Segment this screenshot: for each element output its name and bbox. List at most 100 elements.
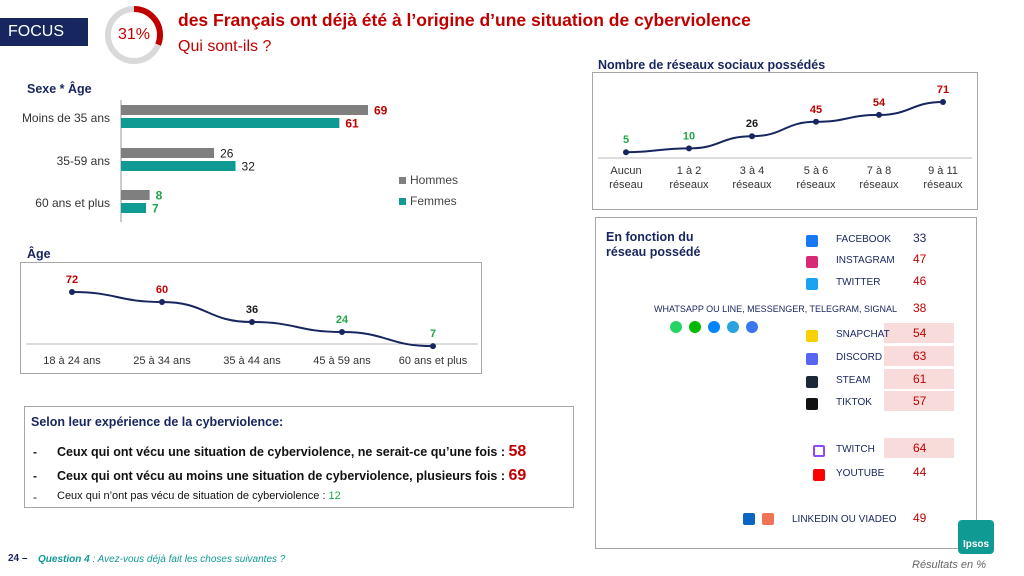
networks-point — [686, 145, 692, 152]
networks-point — [813, 118, 819, 125]
networks-category-label: réseau — [609, 179, 643, 191]
networks-category-label: Aucun — [610, 165, 641, 177]
networks-count-line-chart: 5 Aucun réseau 10 1 à 2 réseaux 26 3 à 4 réseaux… — [592, 72, 978, 210]
age-value-label: 60 — [156, 284, 168, 296]
networks-count-title: Nombre de réseaux sociaux possédés — [598, 58, 826, 72]
network-value: 49 — [913, 511, 927, 525]
bar-femmes — [121, 161, 236, 171]
networks-category-label: 3 à 4 — [740, 165, 764, 177]
highlight-cell — [884, 346, 954, 366]
experience-title: Selon leur expérience de la cyberviolenc… — [31, 415, 284, 429]
bar-value-label: 8 — [156, 189, 163, 203]
question-label: Question 4 — [38, 554, 90, 565]
age-point — [430, 343, 436, 350]
networks-category-label: réseaux — [796, 179, 836, 191]
network-label: FACEBOOK — [836, 234, 892, 245]
bar-femmes — [121, 203, 147, 213]
age-point — [159, 299, 165, 305]
highlight-cell — [884, 438, 954, 458]
age-point — [339, 329, 345, 335]
experience-item-text: Ceux qui n’ont pas vécu de situation de … — [57, 490, 329, 502]
bar-value-label: 69 — [374, 104, 388, 118]
donut-arc — [105, 6, 163, 64]
network-label: WHATSAPP OU LINE, MESSENGER, TELEGRAM, S… — [654, 304, 898, 314]
linkedin-icon — [743, 513, 755, 525]
experience-item-text: Ceux qui ont vécu une situation de cyber… — [57, 445, 509, 459]
age-category-label: 18 à 24 ans — [43, 355, 101, 367]
network-value: 54 — [913, 326, 927, 340]
network-value: 33 — [913, 231, 927, 245]
network-value: 44 — [913, 465, 927, 479]
age-category-label: 60 ans et plus — [399, 355, 468, 367]
tiktok-icon — [806, 398, 818, 410]
experience-box: Selon leur expérience de la cyberviolenc… — [24, 406, 574, 508]
age-point — [69, 289, 75, 295]
legend-swatch — [399, 198, 406, 205]
network-value: 64 — [913, 441, 927, 455]
instagram-icon — [806, 256, 818, 268]
bullet: - — [33, 490, 37, 504]
network-value: 63 — [913, 349, 927, 363]
networks-category-label: réseaux — [669, 179, 709, 191]
legend-label: Hommes — [410, 173, 458, 187]
networks-point — [940, 99, 946, 105]
networks-value-label: 54 — [873, 97, 886, 109]
headline: des Français ont déjà été à l’origine d’… — [178, 10, 751, 30]
networks-value-label: 45 — [810, 104, 822, 116]
network-value: 38 — [913, 301, 927, 315]
legend-swatch — [399, 177, 406, 184]
network-label: TIKTOK — [836, 397, 872, 408]
networks-value-label: 26 — [746, 118, 758, 130]
per-network-title-line: En fonction du — [606, 230, 694, 244]
sex-age-title: Sexe * Âge — [27, 82, 92, 96]
networks-category-label: réseaux — [732, 179, 772, 191]
legend-label: Femmes — [410, 194, 457, 208]
question-text: : Avez-vous déjà fait les choses suivant… — [89, 554, 286, 565]
networks-category-label: 7 à 8 — [867, 165, 891, 177]
networks-value-label: 5 — [623, 134, 629, 146]
bar-category-label: 60 ans et plus — [35, 196, 110, 210]
age-point — [249, 319, 255, 325]
network-label: DISCORD — [836, 352, 883, 363]
snapchat-icon — [806, 330, 818, 342]
networks-chart-frame — [592, 72, 978, 210]
experience-item-multiple: Ceux qui ont vécu au moins une situation… — [57, 467, 526, 485]
networks-category-label: 5 à 6 — [804, 165, 828, 177]
messaging-app-icon — [727, 321, 739, 333]
twitch-icon — [813, 445, 825, 457]
bar-category-label: 35-59 ans — [57, 154, 110, 168]
experience-item-once: Ceux qui ont vécu une situation de cyber… — [57, 443, 526, 461]
youtube-icon — [813, 469, 825, 481]
network-label: INSTAGRAM — [836, 255, 895, 266]
networks-category-label: réseaux — [859, 179, 899, 191]
network-value: 57 — [913, 394, 927, 408]
results-note: Résultats en % — [912, 559, 986, 571]
age-category-label: 25 à 34 ans — [133, 355, 191, 367]
steam-icon — [806, 376, 818, 388]
networks-category-label: 1 à 2 — [677, 165, 701, 177]
bar-value-label: 26 — [220, 147, 234, 161]
age-title: Âge — [27, 247, 51, 261]
sex-age-bar-chart: Moins de 35 ans 69 61 35-59 ans 26 32 60 ans e… — [22, 100, 458, 222]
age-value-label: 24 — [336, 314, 349, 326]
age-chart-frame — [20, 262, 482, 374]
highlight-cell — [884, 391, 954, 411]
messaging-app-icon — [689, 321, 701, 333]
network-label: TWITTER — [836, 277, 881, 288]
bar-category-label: Moins de 35 ans — [22, 111, 110, 125]
networks-value-label: 71 — [937, 84, 949, 96]
networks-category-label: 9 à 11 — [928, 165, 958, 177]
bar-hommes — [121, 105, 368, 115]
per-network-title-line: réseau possédé — [606, 245, 701, 259]
age-value-label: 7 — [430, 328, 436, 340]
experience-item-value: 12 — [328, 490, 341, 502]
donut-value: 31% — [117, 26, 151, 43]
age-line-chart: 72 18 à 24 ans 60 25 à 34 ans 36 35 à 44 ans 2… — [20, 262, 482, 374]
viadeo-icon — [762, 513, 774, 525]
ipsos-logo: Ipsos — [958, 520, 994, 554]
per-network-box: En fonction du réseau possédé — [595, 217, 977, 549]
network-value: 46 — [913, 274, 927, 288]
messaging-app-icon — [746, 321, 758, 333]
network-label: SNAPCHAT — [836, 329, 890, 340]
networks-value-label: 10 — [683, 130, 695, 142]
